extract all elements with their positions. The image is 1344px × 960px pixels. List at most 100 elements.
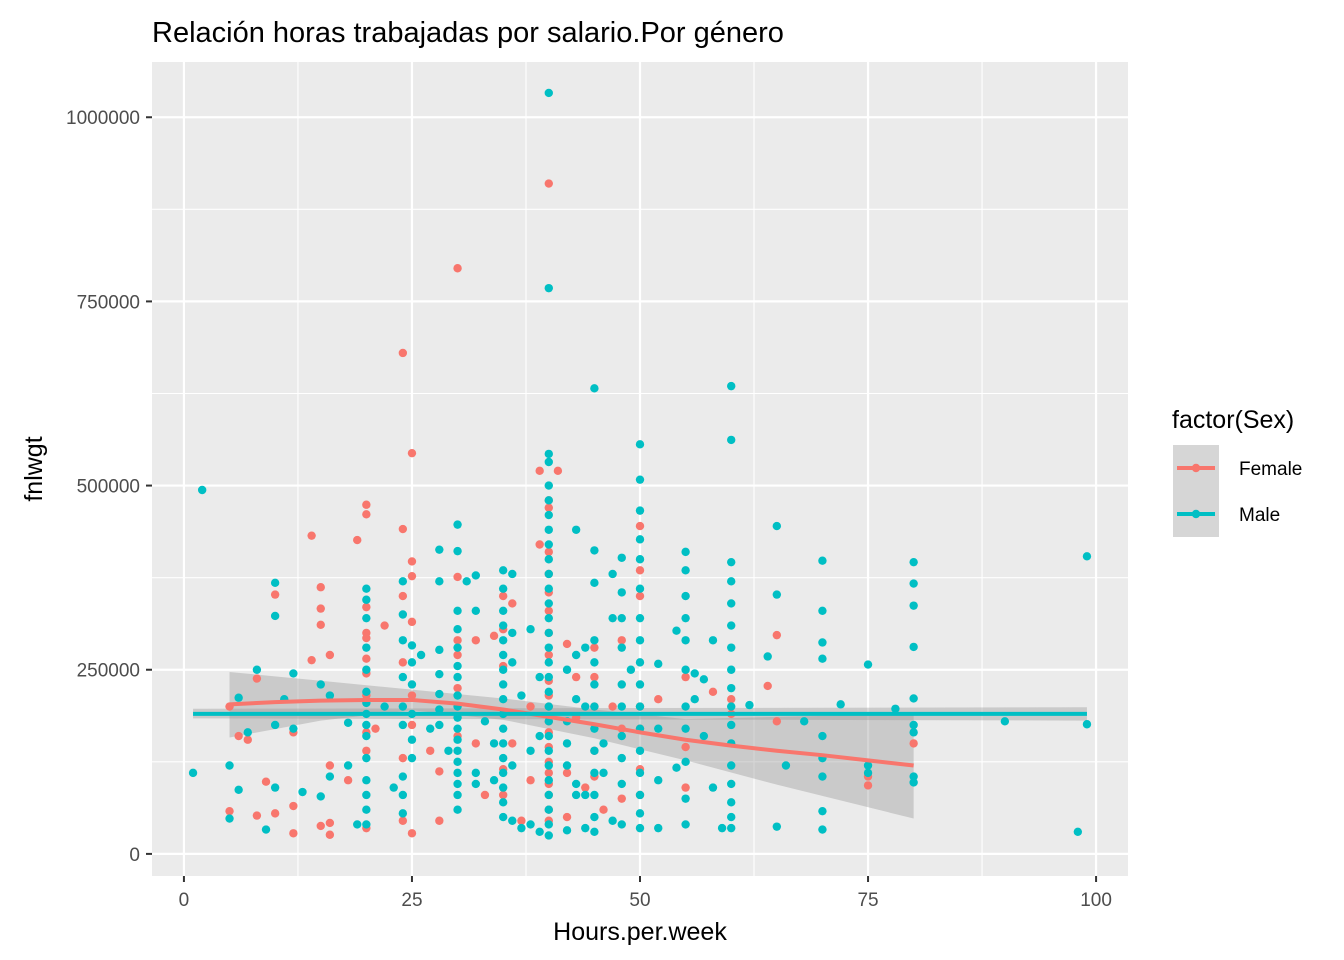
point-female <box>498 591 508 601</box>
point-female <box>590 643 599 652</box>
smooth-line-female <box>229 697 914 768</box>
point-male <box>727 683 736 693</box>
point-male <box>453 724 462 733</box>
point-male <box>608 569 617 579</box>
point-male <box>772 822 782 831</box>
point-male <box>590 546 599 555</box>
point-female <box>654 695 663 704</box>
point-male <box>1082 720 1092 729</box>
point-male <box>727 621 736 630</box>
point-male <box>562 739 572 748</box>
point-male <box>498 566 508 575</box>
point-male <box>727 812 736 822</box>
point-male <box>398 672 408 682</box>
point-male <box>544 790 553 800</box>
point-female <box>316 821 325 831</box>
point-male <box>909 694 918 703</box>
point-male <box>581 823 590 833</box>
point-male <box>426 724 435 733</box>
point-male <box>270 611 280 621</box>
point-male <box>544 628 553 638</box>
point-male <box>590 768 599 778</box>
point-female <box>480 790 490 800</box>
point-female <box>307 655 316 665</box>
point-male <box>435 720 444 730</box>
y-tick-label: 250000 <box>77 661 140 682</box>
point-female <box>571 672 581 682</box>
point-male <box>727 643 736 652</box>
point-male <box>289 724 298 733</box>
point-female <box>325 761 335 770</box>
point-male <box>763 652 772 661</box>
point-female <box>407 829 417 838</box>
point-male <box>690 669 699 678</box>
x-tick-label: 100 <box>1080 890 1112 911</box>
point-male <box>635 506 645 515</box>
point-male <box>544 776 553 785</box>
point-male <box>681 794 690 803</box>
point-female <box>526 776 535 785</box>
point-male <box>544 584 553 593</box>
point-female <box>544 179 553 188</box>
point-male <box>635 555 645 564</box>
point-male <box>863 761 873 770</box>
point-male <box>444 746 453 755</box>
point-male <box>407 735 417 744</box>
point-male <box>316 792 325 801</box>
point-male <box>498 739 508 748</box>
point-female <box>407 571 417 581</box>
point-male <box>398 636 408 645</box>
point-male <box>672 763 681 772</box>
point-male <box>453 768 462 778</box>
point-male <box>818 638 827 647</box>
legend-label-female: Female <box>1239 459 1302 480</box>
point-male <box>398 702 408 711</box>
point-male <box>471 571 481 580</box>
point-male <box>635 809 645 818</box>
point-male <box>681 591 690 601</box>
point-male <box>380 702 389 711</box>
point-female <box>544 650 553 660</box>
point-male <box>909 557 918 567</box>
point-male <box>535 827 544 837</box>
point-female <box>772 630 782 640</box>
point-male <box>617 753 626 763</box>
point-male <box>343 718 353 727</box>
point-female <box>371 724 380 733</box>
point-male <box>398 772 408 781</box>
point-male <box>863 660 873 669</box>
point-male <box>298 787 307 797</box>
point-female <box>362 500 371 509</box>
point-male <box>590 636 599 645</box>
point-male <box>498 636 508 645</box>
point-female <box>681 672 690 682</box>
point-male <box>498 753 508 763</box>
point-male <box>654 823 663 833</box>
point-male <box>617 779 626 789</box>
y-tick-label: 1000000 <box>66 108 140 129</box>
point-male <box>508 569 517 579</box>
point-male <box>635 535 645 544</box>
point-male <box>635 613 645 623</box>
point-male <box>544 88 553 98</box>
point-male <box>535 672 544 682</box>
point-male <box>188 768 198 778</box>
point-male <box>498 665 508 674</box>
point-male <box>508 816 517 825</box>
point-male <box>599 768 608 778</box>
point-male <box>270 720 280 730</box>
point-male <box>590 790 599 800</box>
legend-label-male: Male <box>1239 505 1280 526</box>
point-female <box>453 683 462 693</box>
point-female <box>362 633 371 643</box>
point-male <box>498 768 508 778</box>
point-female <box>763 681 772 691</box>
point-male <box>581 643 590 652</box>
point-male <box>362 790 371 800</box>
point-male <box>863 768 873 778</box>
point-male <box>407 753 417 763</box>
point-male <box>571 779 581 789</box>
point-female <box>489 631 499 641</box>
point-male <box>635 680 645 689</box>
point-male <box>727 761 736 770</box>
